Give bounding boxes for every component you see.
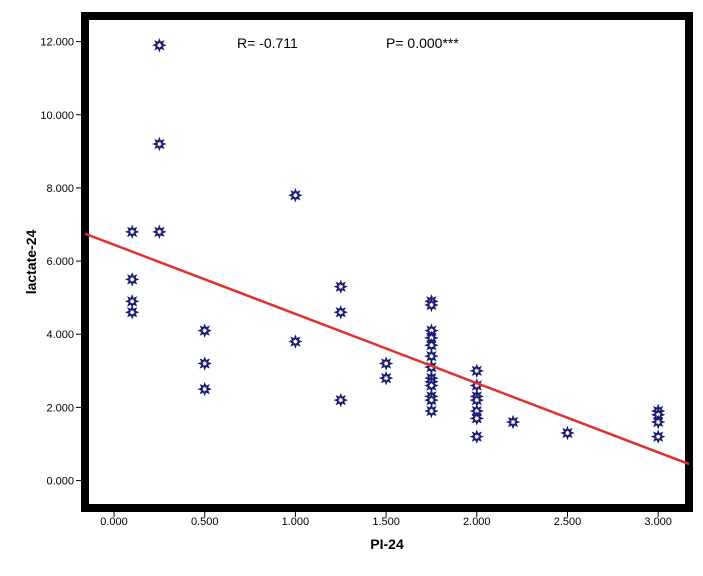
x-axis-title: PI-24 xyxy=(370,536,404,552)
y-tick-label: 10.000 xyxy=(40,110,74,122)
data-point xyxy=(650,414,666,430)
regression-line-group xyxy=(84,232,690,466)
y-axis-ticks: 0.000 2.000 4.000 6.000 8.000 10.000 12.000 xyxy=(40,37,81,488)
data-points xyxy=(124,38,666,444)
data-point xyxy=(152,136,167,152)
data-point xyxy=(124,224,140,240)
x-tick-label: 3.000 xyxy=(644,516,672,528)
data-point xyxy=(424,337,439,353)
data-point xyxy=(424,403,439,419)
x-tick-label: 1.500 xyxy=(372,516,400,528)
data-point xyxy=(333,392,348,408)
data-point xyxy=(197,323,212,338)
regression-line xyxy=(84,232,690,466)
data-point xyxy=(469,392,485,408)
x-tick-label: 2.500 xyxy=(554,516,582,528)
data-point xyxy=(333,305,348,320)
x-tick-label: 0.000 xyxy=(100,516,128,528)
data-point xyxy=(378,370,394,386)
plot-frame xyxy=(81,12,693,512)
data-point xyxy=(378,356,394,371)
y-tick-label: 8.000 xyxy=(46,183,74,195)
y-tick-label: 6.000 xyxy=(46,256,74,268)
data-point xyxy=(124,305,140,320)
data-point xyxy=(469,411,485,426)
x-tick-label: 2.000 xyxy=(463,516,491,528)
y-tick-label: 4.000 xyxy=(46,329,74,341)
data-point xyxy=(650,429,666,444)
y-axis-title: lactate-24 xyxy=(23,229,39,294)
y-tick-label: 0.000 xyxy=(46,476,74,488)
data-point xyxy=(152,38,167,53)
data-point xyxy=(197,381,212,397)
data-point xyxy=(124,294,140,309)
data-point xyxy=(469,429,485,444)
data-point xyxy=(288,188,303,203)
y-tick-label: 2.000 xyxy=(46,402,74,414)
data-point xyxy=(197,356,212,371)
data-point xyxy=(333,279,348,294)
data-point xyxy=(124,272,140,287)
data-point xyxy=(424,392,439,408)
x-tick-label: 1.000 xyxy=(282,516,310,528)
x-tick-label: 0.500 xyxy=(191,516,219,528)
data-point xyxy=(288,334,303,349)
data-point xyxy=(152,224,167,240)
data-point xyxy=(560,425,575,441)
data-point xyxy=(424,297,439,313)
p-value-annotation: P= 0.000*** xyxy=(386,35,459,51)
data-point xyxy=(469,363,485,379)
data-point xyxy=(424,348,439,364)
data-point xyxy=(505,414,521,430)
x-axis-ticks: 0.000 0.500 1.000 1.500 2.000 2.500 3.000 xyxy=(100,512,672,528)
correlation-annotation: R= -0.711 xyxy=(237,35,298,51)
y-tick-label: 12.000 xyxy=(40,37,74,49)
data-point xyxy=(424,378,439,393)
